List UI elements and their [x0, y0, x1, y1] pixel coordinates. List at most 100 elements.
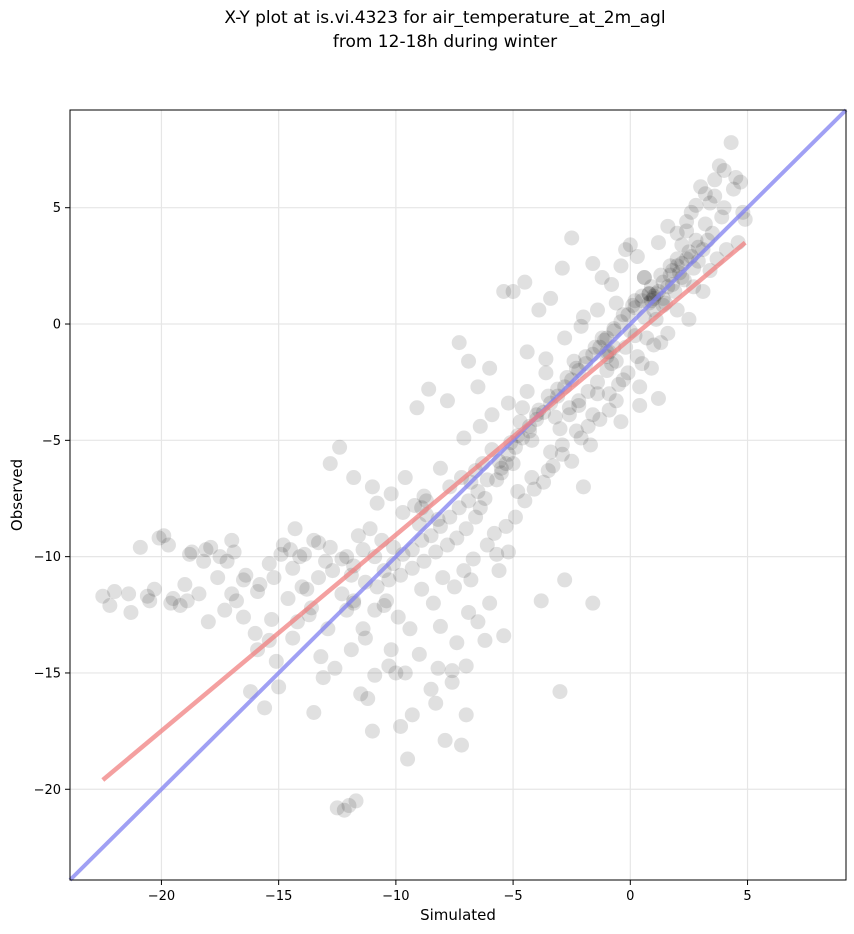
data-point-269 [327, 660, 343, 676]
data-point-161 [681, 244, 697, 260]
data-point-221 [594, 269, 610, 285]
data-point-298 [643, 360, 659, 376]
data-point-210 [470, 379, 486, 395]
data-point-373 [561, 407, 577, 423]
y-axis-label: Observed [8, 459, 26, 531]
data-point-86 [585, 595, 601, 611]
data-point-48 [400, 751, 416, 767]
data-point-158 [653, 267, 669, 283]
data-point-378 [608, 353, 624, 369]
data-point-386 [510, 484, 526, 500]
data-point-334 [449, 530, 465, 546]
data-point-361 [442, 509, 458, 525]
data-point-275 [411, 646, 427, 662]
data-point-297 [632, 379, 648, 395]
data-point-349 [273, 546, 289, 562]
plot-frame [69, 109, 847, 881]
data-point-372 [552, 421, 568, 437]
identity-line [68, 108, 848, 882]
data-point-190 [582, 437, 598, 453]
data-point-260 [217, 602, 233, 618]
x-tick-label-3: −5 [504, 889, 523, 904]
data-point-351 [250, 584, 266, 600]
x-tick-label-2: −10 [382, 889, 409, 904]
data-point-337 [416, 553, 432, 569]
data-point-54 [432, 618, 448, 634]
data-point-19 [224, 532, 240, 548]
data-point-293 [557, 330, 573, 346]
data-point-228 [660, 218, 676, 234]
data-point-196 [639, 330, 655, 346]
data-point-39 [348, 793, 364, 809]
data-point-110 [697, 216, 713, 232]
data-point-119 [226, 544, 242, 560]
data-point-154 [615, 307, 631, 323]
data-point-8 [156, 528, 172, 544]
data-point-67 [496, 628, 512, 644]
data-point-316 [578, 356, 594, 372]
data-point-156 [634, 288, 650, 304]
data-point-359 [461, 493, 477, 509]
data-point-7 [151, 530, 167, 546]
data-point-45 [381, 658, 397, 674]
data-point-226 [636, 269, 652, 285]
data-point-169 [367, 602, 383, 618]
data-point-324 [634, 293, 650, 309]
data-point-331 [477, 490, 493, 506]
data-point-230 [679, 214, 695, 230]
data-point-396 [669, 302, 685, 318]
data-point-68 [500, 544, 516, 560]
data-point-11 [172, 597, 188, 613]
data-point-135 [430, 511, 446, 527]
data-point-82 [566, 353, 582, 369]
data-point-392 [601, 386, 617, 402]
data-point-21 [235, 609, 251, 625]
data-point-103 [665, 263, 681, 279]
data-point-87 [589, 386, 605, 402]
data-point-250 [498, 456, 514, 472]
data-point-121 [252, 577, 268, 593]
data-point-105 [674, 237, 690, 253]
data-point-280 [461, 604, 477, 620]
data-point-187 [554, 446, 570, 462]
data-point-184 [526, 481, 542, 497]
data-point-294 [573, 318, 589, 334]
data-point-332 [468, 509, 484, 525]
data-point-12 [177, 577, 193, 593]
chart-title-line-1: X-Y plot at is.vi.4323 for air_temperatu… [224, 8, 666, 28]
data-point-80 [557, 572, 573, 588]
data-point-321 [613, 314, 629, 330]
data-point-323 [627, 300, 643, 316]
data-point-389 [554, 437, 570, 453]
x-tick-label-1: −15 [265, 889, 292, 904]
data-point-356 [182, 546, 198, 562]
data-point-79 [552, 684, 568, 700]
data-point-290 [500, 395, 516, 411]
data-point-367 [386, 556, 402, 572]
data-point-88 [594, 330, 610, 346]
data-point-9 [160, 537, 176, 553]
data-point-28 [282, 542, 298, 558]
data-point-51 [416, 488, 432, 504]
x-axis-ticks: −20 −15 −10 −5 0 5 [148, 880, 752, 904]
data-point-166 [334, 586, 350, 602]
data-point-274 [397, 665, 413, 681]
data-point-240 [650, 283, 666, 299]
data-point-336 [428, 544, 444, 560]
data-point-171 [390, 609, 406, 625]
data-point-366 [395, 546, 411, 562]
data-point-347 [299, 581, 315, 597]
data-point-40 [353, 686, 369, 702]
chart-title-line-2: from 12-18h during winter [332, 32, 558, 52]
data-point-47 [393, 718, 409, 734]
data-point-131 [386, 539, 402, 555]
data-point-84 [575, 479, 591, 495]
data-point-376 [589, 374, 605, 390]
data-point-17 [212, 549, 228, 565]
data-point-49 [404, 707, 420, 723]
data-point-265 [121, 586, 137, 602]
data-point-174 [425, 595, 441, 611]
data-point-27 [275, 537, 291, 553]
data-point-266 [271, 679, 287, 695]
data-point-52 [423, 681, 439, 697]
